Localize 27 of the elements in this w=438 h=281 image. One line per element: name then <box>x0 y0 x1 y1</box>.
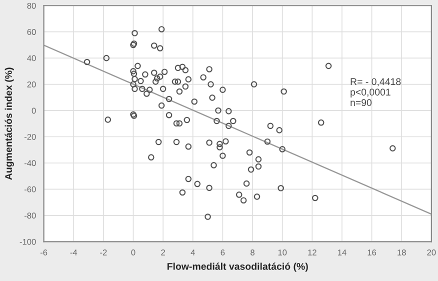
x-tick-label: -6 <box>40 250 48 256</box>
x-tick-label: -4 <box>70 250 78 256</box>
x-tick-label: 10 <box>278 250 287 256</box>
x-tick-label: 14 <box>338 250 346 256</box>
x-tick-label: 2 <box>161 250 165 256</box>
y-tick-label: 40 <box>27 55 36 62</box>
x-tick-label: 8 <box>250 250 254 256</box>
x-tick-label: 0 <box>131 250 136 256</box>
y-tick-label: 20 <box>27 82 36 88</box>
y-tick-label: -40 <box>24 160 36 166</box>
y-tick-label: 80 <box>27 2 36 9</box>
x-tick-label: 12 <box>308 250 316 256</box>
x-tick-label: 6 <box>220 250 225 256</box>
y-tick-label: 0 <box>32 108 36 114</box>
y-tick-label: -60 <box>24 186 36 192</box>
x-tick-label: 20 <box>427 250 436 256</box>
y-tick-label: 60 <box>27 29 36 35</box>
x-tick-label: 4 <box>190 250 195 256</box>
x-tick-label: 18 <box>398 250 406 256</box>
x-tick-label: -2 <box>100 250 107 256</box>
y-tick-label: -80 <box>24 212 36 219</box>
y-tick-label: -100 <box>20 238 36 245</box>
annotation: R= - 0,4418 p<0,0001 n=90 <box>350 78 401 106</box>
x-tick-label: 16 <box>368 250 376 256</box>
x-axis-title: Flow-mediált vasodilatáció (%) <box>168 262 308 272</box>
y-tick-label: -20 <box>24 134 36 140</box>
y-axis-title: Augmentációs index (%) <box>4 68 14 180</box>
